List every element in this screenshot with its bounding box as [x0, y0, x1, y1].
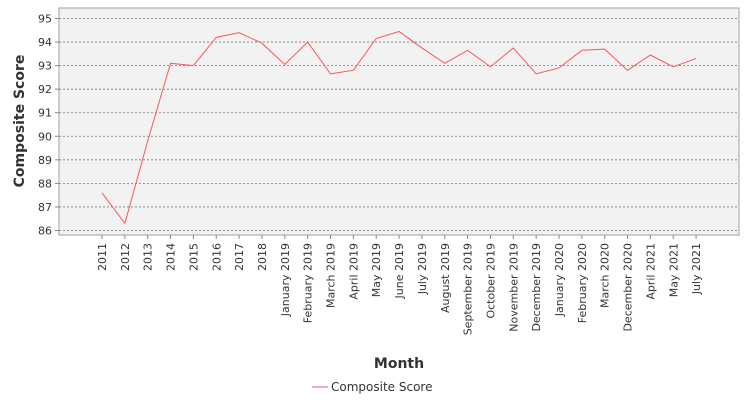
x-tick-label: November 2019 — [507, 243, 520, 332]
x-tick-label: January 2019 — [279, 243, 292, 317]
x-tick-label: December 2019 — [530, 243, 543, 332]
x-tick-label: February 2020 — [576, 243, 589, 323]
y-tick-label: 94 — [38, 36, 52, 49]
y-axis-ticks: 86 87 88 89 90 91 92 93 94 95 — [38, 13, 59, 238]
y-tick-label: 91 — [38, 107, 52, 120]
x-tick-label: 2013 — [142, 243, 155, 271]
x-tick-label: February 2019 — [302, 243, 315, 323]
x-axis-ticks: 2011 2012 2013 2014 2015 2016 2017 2018 January … — [96, 235, 703, 335]
x-tick-label: 2016 — [210, 243, 223, 271]
grid-lines — [59, 18, 739, 231]
y-tick-label: 90 — [38, 130, 52, 143]
y-tick-label: 93 — [38, 60, 52, 73]
x-tick-label: May 2021 — [667, 243, 680, 297]
x-tick-label: May 2019 — [370, 243, 383, 297]
y-tick-label: 92 — [38, 83, 52, 96]
x-axis-title: Month — [374, 356, 424, 372]
x-tick-label: 2018 — [256, 243, 269, 271]
y-tick-label: 86 — [38, 225, 52, 238]
x-tick-label: July 2019 — [416, 243, 429, 295]
x-tick-label: July 2021 — [690, 243, 703, 295]
legend: Composite Score — [312, 380, 432, 394]
x-tick-label: 2012 — [119, 243, 132, 271]
x-tick-label: March 2020 — [599, 243, 612, 308]
y-tick-label: 89 — [38, 154, 52, 167]
x-tick-label: April 2019 — [347, 243, 360, 300]
x-tick-label: June 2019 — [393, 243, 406, 299]
x-tick-label: December 2020 — [622, 243, 635, 332]
x-tick-label: March 2019 — [325, 243, 338, 308]
series-line-composite-score — [101, 30, 697, 225]
x-tick-label: 2011 — [96, 243, 109, 271]
x-tick-label: September 2019 — [462, 243, 475, 335]
x-tick-label: 2017 — [233, 243, 246, 271]
x-tick-label: 2015 — [187, 243, 200, 271]
x-tick-label: 2014 — [165, 243, 178, 271]
plot-area — [58, 7, 740, 236]
x-tick-label: January 2020 — [553, 243, 566, 317]
legend-label-composite-score: Composite Score — [331, 380, 432, 394]
y-axis-title: Composite Score — [12, 55, 28, 188]
y-tick-label: 95 — [38, 13, 52, 26]
x-tick-label: August 2019 — [439, 243, 452, 313]
x-tick-label: October 2019 — [484, 243, 497, 319]
y-tick-label: 87 — [38, 201, 52, 214]
x-tick-label: April 2021 — [644, 243, 657, 300]
y-tick-label: 88 — [38, 177, 52, 190]
